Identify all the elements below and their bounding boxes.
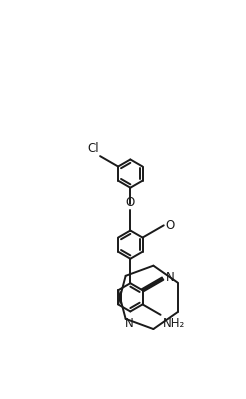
- Text: NH₂: NH₂: [163, 317, 185, 330]
- Text: Cl: Cl: [87, 142, 99, 155]
- Text: O: O: [165, 219, 174, 232]
- Text: N: N: [166, 271, 174, 284]
- Text: N: N: [125, 317, 134, 330]
- Text: O: O: [126, 196, 135, 209]
